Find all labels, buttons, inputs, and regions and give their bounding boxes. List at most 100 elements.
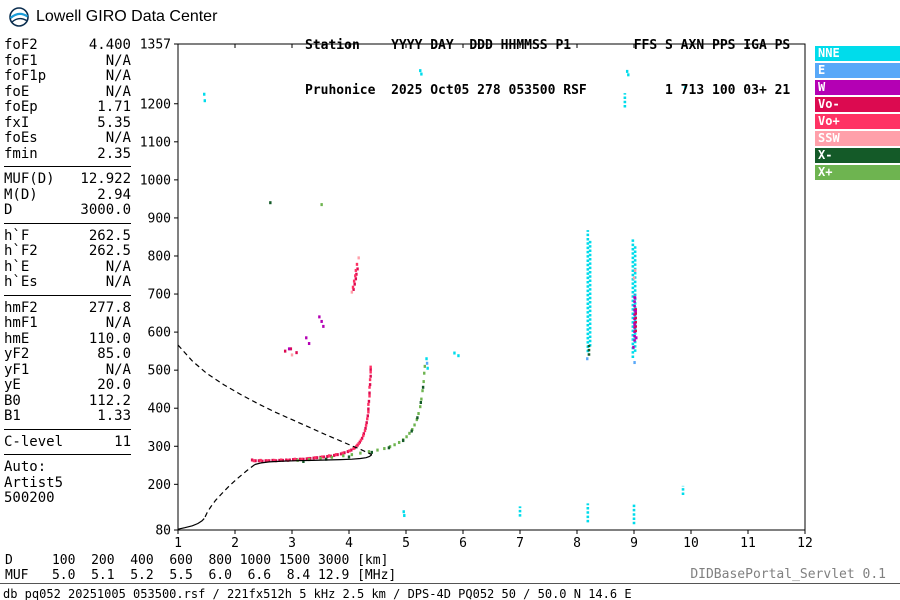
param-value: 262.5 (88, 243, 131, 259)
param-label: h`E (4, 258, 30, 275)
echo-point-X+ (320, 203, 323, 207)
param-label: foF1p (4, 68, 47, 84)
echo-point-X+ (307, 458, 311, 462)
muf-cell: 5.5 (169, 568, 193, 583)
echo-point-Vo- (250, 458, 254, 462)
echo-point-Vo- (289, 347, 293, 351)
echo-point-X+ (359, 451, 362, 455)
echo-point-X- (370, 450, 373, 454)
echo-point-X- (347, 455, 351, 459)
echo-point-Vo- (326, 455, 329, 459)
param-value: 12.922 (80, 171, 131, 187)
profile-solid (254, 454, 373, 466)
echo-point-Vo- (343, 451, 346, 455)
echo-point-X- (387, 446, 391, 450)
x-tick-label: 11 (740, 536, 756, 551)
param-label: foF1 (4, 52, 38, 69)
echo-point-Vo- (367, 399, 371, 403)
servlet-version-label: DIDBasePortal_Servlet 0.1 (690, 567, 886, 582)
muf-cell: 1500 (278, 553, 311, 568)
echo-point-Vo- (368, 383, 372, 387)
y-tick-label: 800 (148, 249, 171, 264)
echo-point-X+ (423, 364, 427, 368)
legend-item-X+: X+ (815, 165, 900, 180)
echo-point-NNE (625, 69, 629, 73)
echo-point-SSW (632, 276, 636, 280)
plot-border (177, 43, 806, 531)
echo-point-X+ (408, 431, 411, 435)
y-tick-label: 200 (148, 478, 171, 493)
param-row-hmF2: hmF2 277.8 (4, 300, 131, 317)
app-title: Lowell GIRO Data Center (36, 8, 218, 25)
echo-point-E (586, 357, 589, 361)
echo-point-NNE (457, 354, 460, 358)
echo-point-Vo- (271, 458, 274, 462)
muf-row-label: D (5, 553, 13, 568)
legend-item-E: E (815, 63, 900, 78)
param-value: 2.94 (97, 186, 131, 203)
echo-point-NNE (425, 357, 428, 361)
echo-point-X- (410, 429, 413, 433)
echo-point-Vo- (356, 267, 359, 271)
legend-item-NNE: NNE (815, 46, 900, 61)
echo-point-Vo- (336, 453, 339, 457)
echo-point-Vo- (354, 277, 358, 281)
param-label: h`F (4, 227, 30, 244)
echo-point-Vo+ (300, 457, 303, 461)
muf-cell: 1000 (239, 553, 272, 568)
echo-point-Vo+ (352, 279, 356, 283)
param-value: N/A (105, 361, 131, 378)
param-value: N/A (105, 258, 131, 275)
param-row-hmE: hmE 110.0 (4, 331, 131, 348)
muf-row-MUF: MUF 5.0 5.1 5.2 5.5 6.0 6.6 8.4 12.9 [MHz] (5, 568, 396, 583)
param-row-h`F2: h`F2 262.5 (4, 243, 131, 260)
param-row-M(D): M(D) 2.94 (4, 186, 131, 204)
echo-point-Vo+ (327, 454, 331, 458)
param-value: 4.400 (88, 37, 131, 53)
echo-point-Vo+ (293, 457, 297, 461)
muf-cell: 12.9 (317, 568, 350, 583)
param-label: Auto: (4, 459, 47, 475)
param-value: 3000.0 (80, 202, 131, 218)
echo-point-X+ (367, 450, 371, 454)
echo-point-E (633, 361, 636, 365)
echo-point-Vo- (315, 456, 319, 460)
param-row-h`Es: h`Es N/A (4, 274, 131, 291)
param-label: B0 (4, 392, 21, 409)
muf-cell: 8.4 (286, 568, 311, 583)
y-tick-label: 400 (148, 402, 171, 417)
param-row-B0: B0 112.2 (4, 392, 131, 410)
echo-point-NNE (420, 72, 423, 76)
param-value: N/A (105, 274, 131, 290)
echo-point-W (633, 296, 637, 300)
param-label: fmin (4, 145, 38, 162)
echo-point-Vo- (352, 287, 355, 291)
param-row-fxI: fxI 5.35 (4, 114, 131, 132)
param-row-500200: 500200 (4, 490, 131, 507)
echo-point-Vo+ (368, 378, 372, 382)
y-tick-label: 900 (148, 211, 171, 226)
echo-point-Vo- (364, 426, 367, 430)
echo-point-Vo- (367, 407, 370, 411)
profile-dashed (203, 464, 256, 519)
echo-point-Vo+ (355, 444, 358, 448)
echo-point-SSW (633, 268, 637, 272)
station-header: Station YYYY DAY DDD HHMMSS P1 FFS S AXN… (305, 8, 790, 128)
echo-point-X+ (417, 412, 420, 416)
profile-dashed (177, 344, 373, 456)
echo-point-W (632, 345, 635, 349)
muf-unit: [km] (357, 553, 389, 568)
echo-point-Vo+ (341, 451, 344, 455)
parameter-panel: foF2 4.400 foF1 N/A foF1p N/A foE N/A foEp 1.71 fx… (4, 37, 131, 507)
param-label: M(D) (4, 186, 38, 203)
echo-point-X+ (319, 456, 322, 460)
echo-point-X+ (413, 423, 416, 427)
param-label: fxI (4, 114, 30, 131)
param-divider (4, 428, 131, 430)
echo-point-Vo- (332, 453, 336, 457)
param-divider (4, 166, 131, 167)
echo-point-Vo- (365, 421, 368, 425)
echo-point-NNE (426, 366, 429, 370)
x-tick-label: 3 (288, 536, 296, 551)
